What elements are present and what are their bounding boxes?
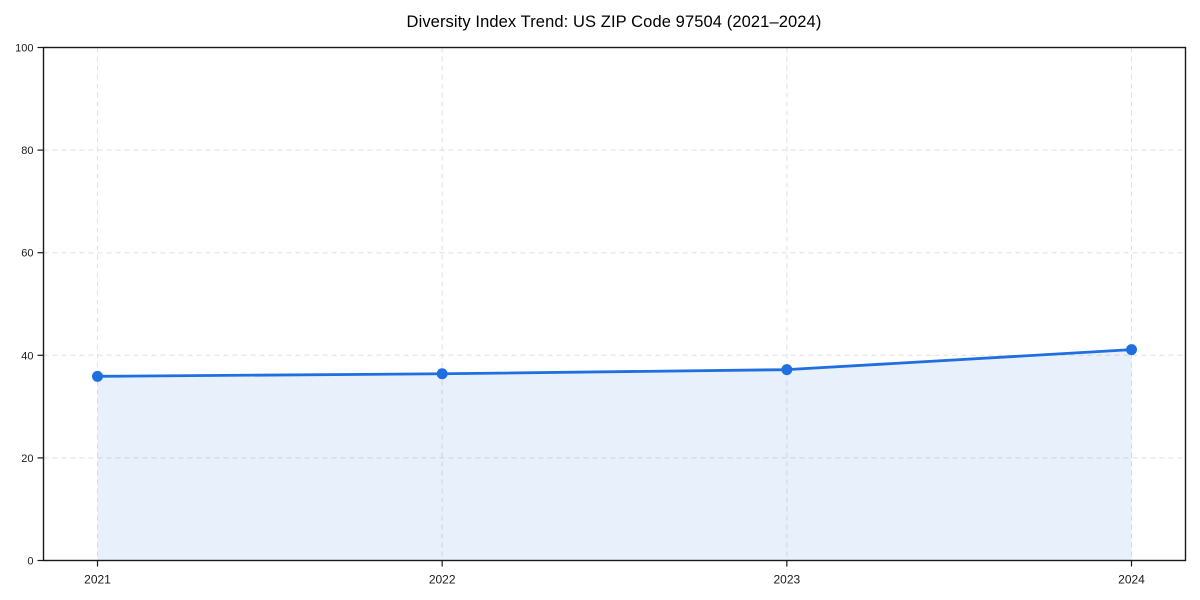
data-point-marker: [781, 364, 793, 376]
data-point-marker: [92, 370, 103, 382]
y-tick-label: 0: [27, 556, 33, 568]
x-tick-label: 2021: [84, 573, 111, 587]
y-tick-label: 80: [21, 145, 33, 157]
plot-border: [42, 46, 1187, 562]
series-markers: [92, 344, 1137, 382]
y-tick-label: 60: [21, 248, 33, 260]
chart-title: Diversity Index Trend: US ZIP Code 97504…: [406, 13, 822, 31]
y-axis: 0 20 40 60 80 100: [15, 43, 44, 568]
x-tick-label: 2023: [773, 573, 800, 587]
series-line: [96, 348, 1133, 378]
data-point-marker: [436, 368, 448, 380]
x-tick-label: 2022: [429, 573, 456, 587]
x-tick-label: 2024: [1118, 573, 1145, 587]
y-tick-label: 20: [21, 453, 33, 465]
y-tick-label: 100: [15, 43, 33, 55]
data-point-marker: [1126, 344, 1137, 356]
y-tick-label: 40: [21, 350, 33, 362]
x-axis: 2021 2022 2023 2024: [84, 560, 1145, 587]
series-area-fill: [97, 349, 1132, 561]
